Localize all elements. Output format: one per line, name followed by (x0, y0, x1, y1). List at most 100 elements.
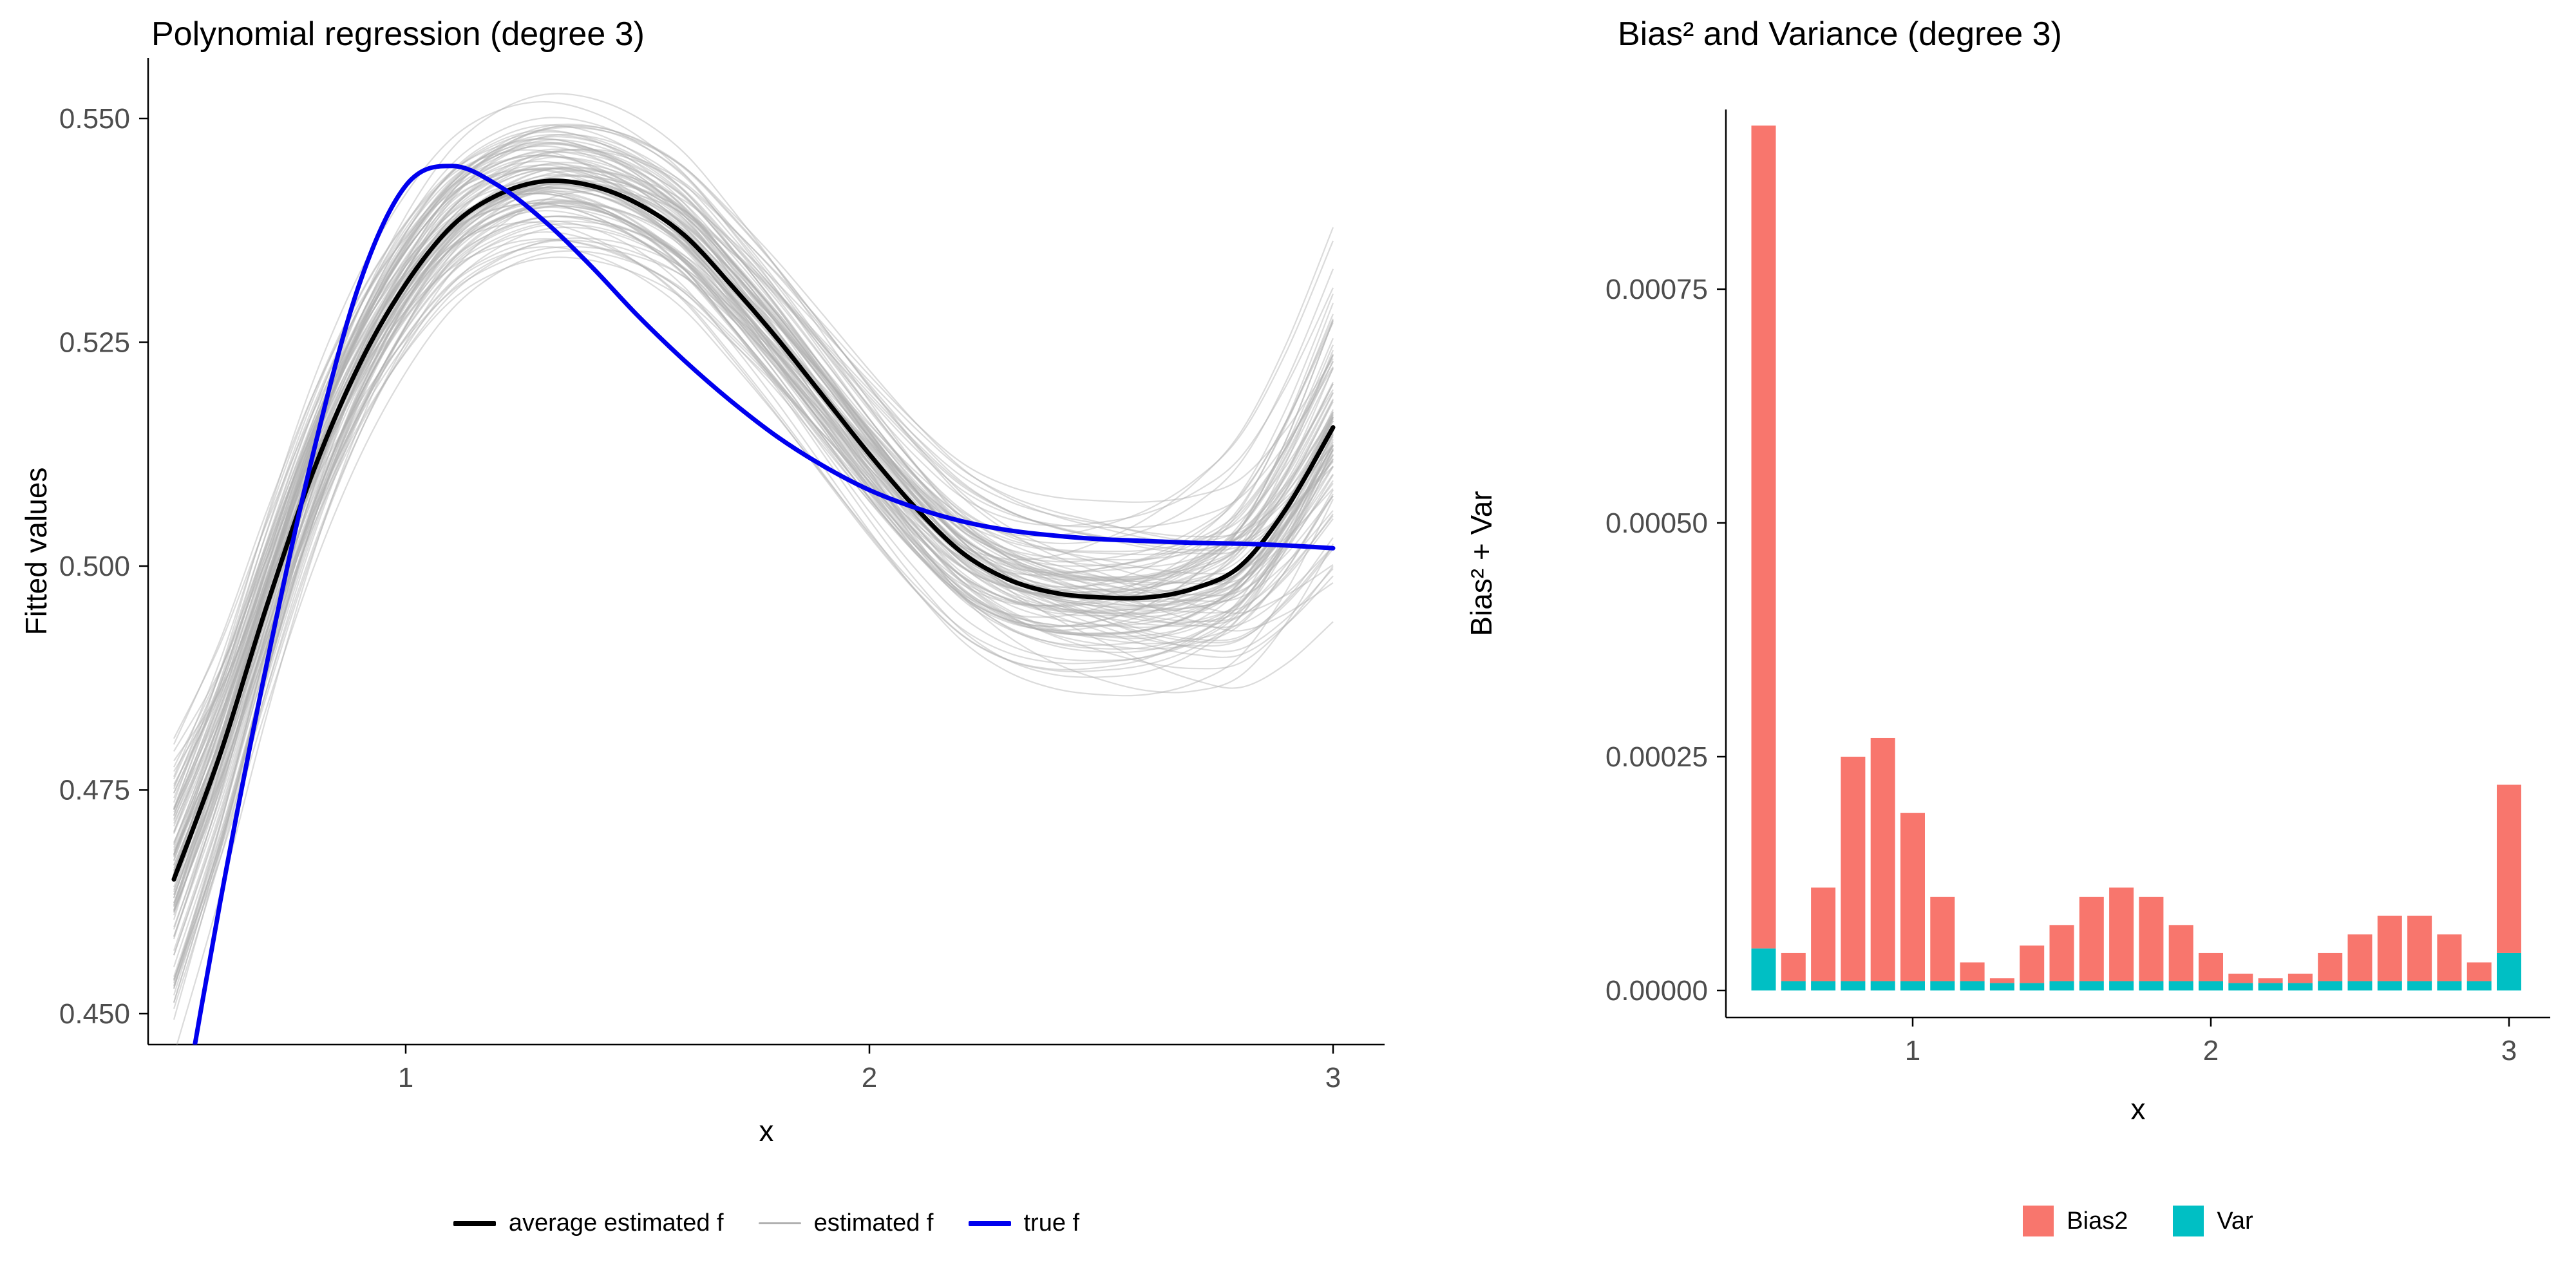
bias2-bar-segment (1989, 978, 2014, 983)
estimated-f-curve (173, 206, 1334, 810)
var-bar-segment (1811, 981, 1836, 990)
estimated-f-curve (173, 148, 1334, 811)
estimated-f-curve (173, 124, 1334, 893)
bias2-bar-segment (2407, 915, 2432, 981)
left-y-tick-label: 0.475 (59, 775, 130, 806)
estimated-f-curve (173, 167, 1334, 913)
estimated-f-curve (173, 169, 1334, 821)
estimated-f-curve (173, 155, 1334, 790)
estimated-f-curve (173, 220, 1334, 981)
bias2-bar-segment (2199, 952, 2223, 981)
estimated-f-curve (173, 145, 1334, 862)
average-estimated-f-line (171, 178, 1336, 882)
var-bar-segment (1781, 981, 1806, 990)
estimated-f-curve (173, 187, 1334, 904)
right-x-axis-label: x (2131, 1092, 2146, 1126)
right-x-tick-label: 3 (2501, 1035, 2517, 1066)
estimated-f-curve (173, 183, 1334, 996)
legend-item-estimated-f: estimated f (758, 1209, 934, 1237)
estimated-f-curve (173, 134, 1334, 881)
var-bar-segment (2377, 981, 2402, 990)
var-bar-segment (2437, 981, 2462, 990)
estimated-f-curve (173, 202, 1334, 956)
legend-swatch (2023, 1206, 2054, 1236)
var-bar-segment (2407, 981, 2432, 990)
left-x-axis-label: x (759, 1114, 774, 1148)
var-bar-segment (1989, 983, 2014, 990)
estimated-f-curve (173, 246, 1334, 911)
right-chart-title: Bias² and Variance (degree 3) (1618, 15, 2062, 53)
estimated-f-curve (173, 141, 1334, 808)
right-y-axis-label: Bias² + Var (1464, 491, 1498, 636)
left-chart-canvas: 0.450 0.475 0.500 0.525 0.550 1 2 3 Polynomial … (19, 15, 1385, 1148)
bias2-bar-segment (1930, 896, 1955, 981)
estimated-f-curve (173, 143, 1334, 799)
bias2-bar-segment (2497, 784, 2521, 953)
estimated-f-curve (173, 192, 1334, 739)
bias2-bar-segment (2437, 934, 2462, 981)
var-bar-segment (2287, 983, 2313, 990)
estimated-f-curve (173, 174, 1334, 937)
bias2-bar-segment (2377, 915, 2402, 981)
bias2-bar-segment (2079, 896, 2104, 981)
estimated-f-curve (173, 167, 1334, 898)
estimated-f-curve (173, 231, 1334, 956)
left-x-tick-label: 1 (398, 1062, 413, 1094)
bias2-bar-segment (2049, 925, 2074, 981)
estimated-f-curve (173, 215, 1334, 875)
var-bar-segment (2258, 983, 2283, 990)
left-y-axis-label: Fitted values (19, 468, 53, 636)
bias2-bar-segment (2318, 952, 2343, 981)
var-bar-segment (2228, 983, 2253, 990)
right-x-tick-label: 2 (2203, 1035, 2219, 1066)
var-bar-segment (2318, 981, 2343, 990)
legend-item-bias2: Bias2 (2023, 1206, 2128, 1236)
var-bar-segment (2079, 981, 2104, 990)
bias2-bar-segment (1870, 737, 1895, 981)
legend-item-average-estimated-f: average estimated f (453, 1209, 724, 1237)
bias2-bar-segment (1841, 757, 1866, 981)
right-y-tick-label: 0.00025 (1605, 741, 1708, 773)
legend-label: estimated f (813, 1209, 934, 1236)
var-bar-segment (2049, 981, 2074, 990)
right-plot-area: 0.00000 0.00025 0.00050 0.00075 1 2 3 (1605, 109, 2550, 1066)
estimated-f-curve (173, 205, 1334, 1009)
right-y-tick-label: 0.00000 (1605, 975, 1708, 1007)
legend-label: average estimated f (508, 1209, 724, 1236)
estimated-f-curve (173, 215, 1334, 813)
estimated-f-curve (173, 133, 1334, 1020)
left-chart-panel: 0.450 0.475 0.500 0.525 0.550 1 2 3 Polynomial … (19, 15, 1385, 1237)
var-bar-segment (1960, 981, 1985, 990)
estimated-f-curve (173, 138, 1334, 777)
left-x-tick-label: 3 (1325, 1062, 1341, 1094)
estimated-f-curve (173, 179, 1334, 911)
estimated-f-curve (173, 202, 1334, 816)
legend-key-line (453, 1220, 496, 1226)
estimated-f-curve (173, 125, 1334, 983)
estimated-f-curve (173, 210, 1334, 874)
left-x-tick-label: 2 (862, 1062, 877, 1094)
var-bar-segment (1900, 981, 1925, 990)
estimated-f-curve (173, 237, 1334, 882)
estimated-f-curve (173, 183, 1334, 858)
estimated-f-curve (173, 199, 1334, 1003)
bias2-bar-segment (2139, 896, 2164, 981)
estimated-f-curve (173, 245, 1334, 762)
estimated-f-curve (173, 167, 1334, 833)
estimated-f-curve (173, 186, 1334, 768)
bias2-bar-segment (2109, 887, 2134, 981)
var-bar-segment (1930, 981, 1955, 990)
estimated-f-curve (173, 126, 1334, 827)
left-y-tick-label: 0.525 (59, 327, 130, 359)
estimated-f-curve (173, 169, 1334, 745)
bias2-bar-segment (1960, 962, 1985, 981)
estimated-f-curve (173, 240, 1334, 852)
bias2-bar-segment (2467, 962, 2492, 981)
estimated-f-curve (173, 149, 1334, 810)
estimated-f-curve (173, 117, 1334, 855)
estimated-f-curve (173, 124, 1334, 930)
bias2-bar-segment (2287, 973, 2313, 983)
right-y-tick-label: 0.00075 (1605, 274, 1708, 305)
bias2-bar-segment (2228, 973, 2253, 983)
